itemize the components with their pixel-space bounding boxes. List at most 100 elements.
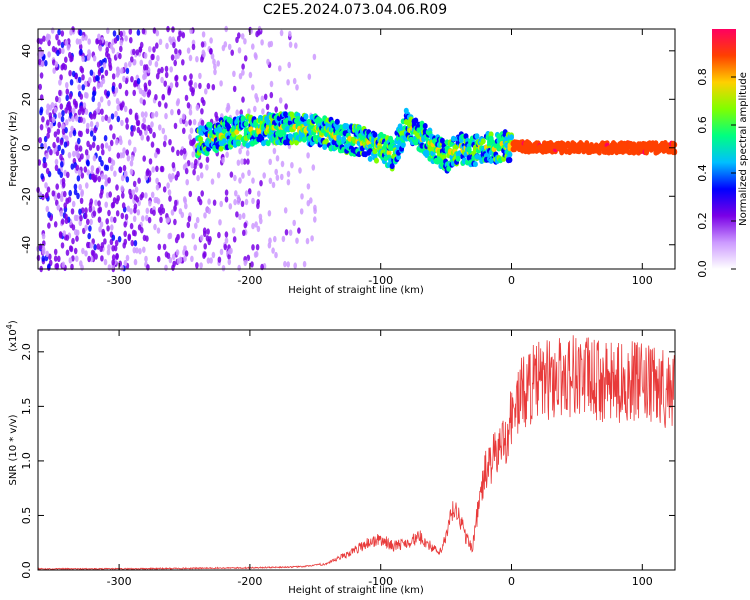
spectrogram-cell [167, 189, 172, 196]
x-tick-label: -200 [237, 274, 262, 287]
spectrogram-cell [46, 186, 51, 193]
spectrogram-cell [155, 30, 160, 37]
spectrogram-cell [125, 149, 129, 156]
spectrogram-cell [288, 30, 292, 38]
spectrogram-cell [38, 58, 42, 66]
spectrogram-cell [51, 190, 56, 197]
spectrogram-cell [77, 169, 82, 176]
colorbar-tick-label: 0.2 [696, 212, 709, 230]
spectrogram-cell [100, 66, 104, 74]
spectrogram-cell [70, 125, 74, 132]
spectrogram-cell [47, 39, 51, 47]
spectrogram-cell [133, 240, 138, 247]
spectrogram-cell [60, 161, 64, 168]
spectrogram-cell [65, 234, 70, 241]
spectrogram-cell [199, 234, 204, 242]
spectrogram-cell [209, 37, 213, 44]
spectrogram-cell [81, 34, 85, 42]
spectrogram-cell [219, 248, 224, 256]
spectrogram-cell [47, 127, 51, 134]
spectrogram-cell [272, 147, 277, 155]
spectrogram-cell [68, 131, 73, 138]
spectrogram-cell [45, 167, 50, 175]
spectrogram-cell [167, 89, 171, 96]
spectrogram-cell [119, 45, 123, 53]
spectrogram-cell [298, 167, 302, 174]
spectrogram-cell [91, 173, 96, 180]
spectrogram-cell [164, 264, 168, 271]
spectrogram-cell [232, 85, 237, 93]
spectrogram-cell [176, 149, 180, 156]
spectrogram-cell [153, 223, 157, 231]
spectrogram-cell [152, 46, 156, 53]
spectrogram-cell [120, 212, 125, 220]
spectrogram-cell [133, 207, 137, 214]
spectrogram-cell [43, 135, 48, 143]
spectrogram-cell [175, 249, 180, 256]
spectrogram-cell [169, 82, 174, 89]
spectrogram-cell [275, 174, 280, 181]
spectrogram-cell [127, 233, 132, 240]
spectrogram-cell [119, 30, 123, 38]
spectrogram-cell [212, 58, 216, 65]
spectrogram-cell [61, 123, 65, 130]
spectrogram-cell [106, 90, 111, 97]
spectrogram-cell [221, 138, 227, 144]
spectrogram-cell [132, 247, 137, 254]
spectrogram-cell [83, 166, 88, 173]
spectrogram-cell [189, 73, 193, 80]
spectrogram-cell [109, 139, 114, 147]
spectrogram-cell [165, 217, 170, 224]
spectrogram-cell [191, 233, 195, 240]
spectrogram-cell [79, 105, 84, 112]
spectrogram-cell [184, 167, 189, 175]
spectrogram-cell [92, 155, 97, 162]
spectrogram-cell [221, 128, 227, 135]
spectrogram-cell [123, 230, 127, 237]
spectrogram-cell [96, 82, 101, 90]
spectrogram-cell [79, 93, 84, 100]
spectrogram-cell [87, 232, 91, 240]
spectrogram-cell [192, 137, 196, 144]
spectrogram-cell [58, 232, 63, 239]
x-tick-label: -300 [107, 274, 132, 287]
spectrogram-cell [157, 207, 162, 214]
spectrogram-cell [125, 176, 130, 183]
spectrogram-cell [115, 198, 119, 205]
spectrogram-cell [68, 189, 72, 197]
spectrogram-cell [92, 55, 97, 62]
spectrogram-cell [141, 123, 145, 130]
spectrogram-cell [221, 265, 226, 272]
spectrogram-cell [191, 43, 196, 51]
spectrogram-cell [184, 202, 188, 210]
spectrogram-cell [104, 69, 109, 77]
spectrogram-cell [41, 116, 45, 123]
spectrogram-cell [118, 166, 123, 174]
spectrogram-cell [119, 138, 123, 146]
spectrogram-cell [372, 148, 378, 155]
spectrogram-cell [216, 60, 220, 67]
spectrogram-cell [150, 191, 155, 198]
spectrogram-cell [177, 108, 181, 116]
spectrogram-cell [269, 40, 274, 48]
spectrogram-cell [45, 152, 49, 160]
spectrogram-cell [80, 67, 85, 74]
spectrogram-cell [168, 139, 172, 146]
spectrogram-cell [238, 213, 242, 220]
spectrogram-cell [286, 179, 291, 186]
spectrogram-cell [275, 155, 280, 162]
spectrogram-cell [244, 190, 249, 197]
spectrogram-cell [251, 43, 255, 50]
spectrogram-cell [181, 32, 186, 39]
spectrogram-cell [247, 188, 252, 195]
spectrogram-cell [210, 178, 215, 185]
spectrogram-cell [120, 119, 124, 127]
spectrogram-cell [101, 115, 105, 123]
spectrogram-cell [287, 61, 292, 69]
spectrogram-cell [111, 73, 116, 80]
spectrogram-cell [81, 247, 85, 255]
spectrogram-cell [89, 218, 93, 226]
spectrogram-cell [69, 245, 74, 253]
spectrogram-cell [254, 221, 258, 228]
spectrogram-cell [100, 108, 104, 115]
